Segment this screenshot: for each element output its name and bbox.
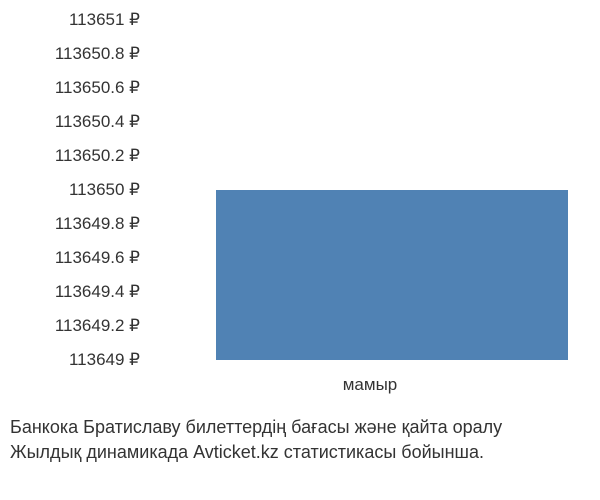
y-tick: 113649.8 ₽: [55, 214, 140, 234]
caption-line-2: Жылдық динамикада Avticket.kz статистика…: [10, 440, 590, 465]
chart-caption: Банкока Братиславу билеттердің бағасы жә…: [10, 415, 590, 465]
y-tick: 113649.2 ₽: [55, 316, 140, 336]
y-tick: 113651 ₽: [69, 10, 140, 30]
x-tick: мамыр: [343, 375, 398, 395]
y-tick: 113649.4 ₽: [55, 282, 140, 302]
x-axis: мамыр: [150, 370, 590, 400]
y-tick: 113649.6 ₽: [55, 248, 140, 268]
y-tick: 113650 ₽: [69, 180, 140, 200]
y-tick: 113650.6 ₽: [55, 78, 140, 98]
y-tick: 113650.8 ₽: [55, 44, 140, 64]
caption-line-1: Банкока Братиславу билеттердің бағасы жә…: [10, 415, 590, 440]
plot-area: [150, 20, 590, 360]
y-tick: 113650.4 ₽: [55, 112, 140, 132]
chart-container: 113651 ₽ 113650.8 ₽ 113650.6 ₽ 113650.4 …: [10, 20, 590, 380]
y-axis: 113651 ₽ 113650.8 ₽ 113650.6 ₽ 113650.4 …: [10, 20, 140, 360]
y-tick: 113649 ₽: [69, 350, 140, 370]
y-tick: 113650.2 ₽: [55, 146, 140, 166]
bar: [216, 190, 568, 360]
